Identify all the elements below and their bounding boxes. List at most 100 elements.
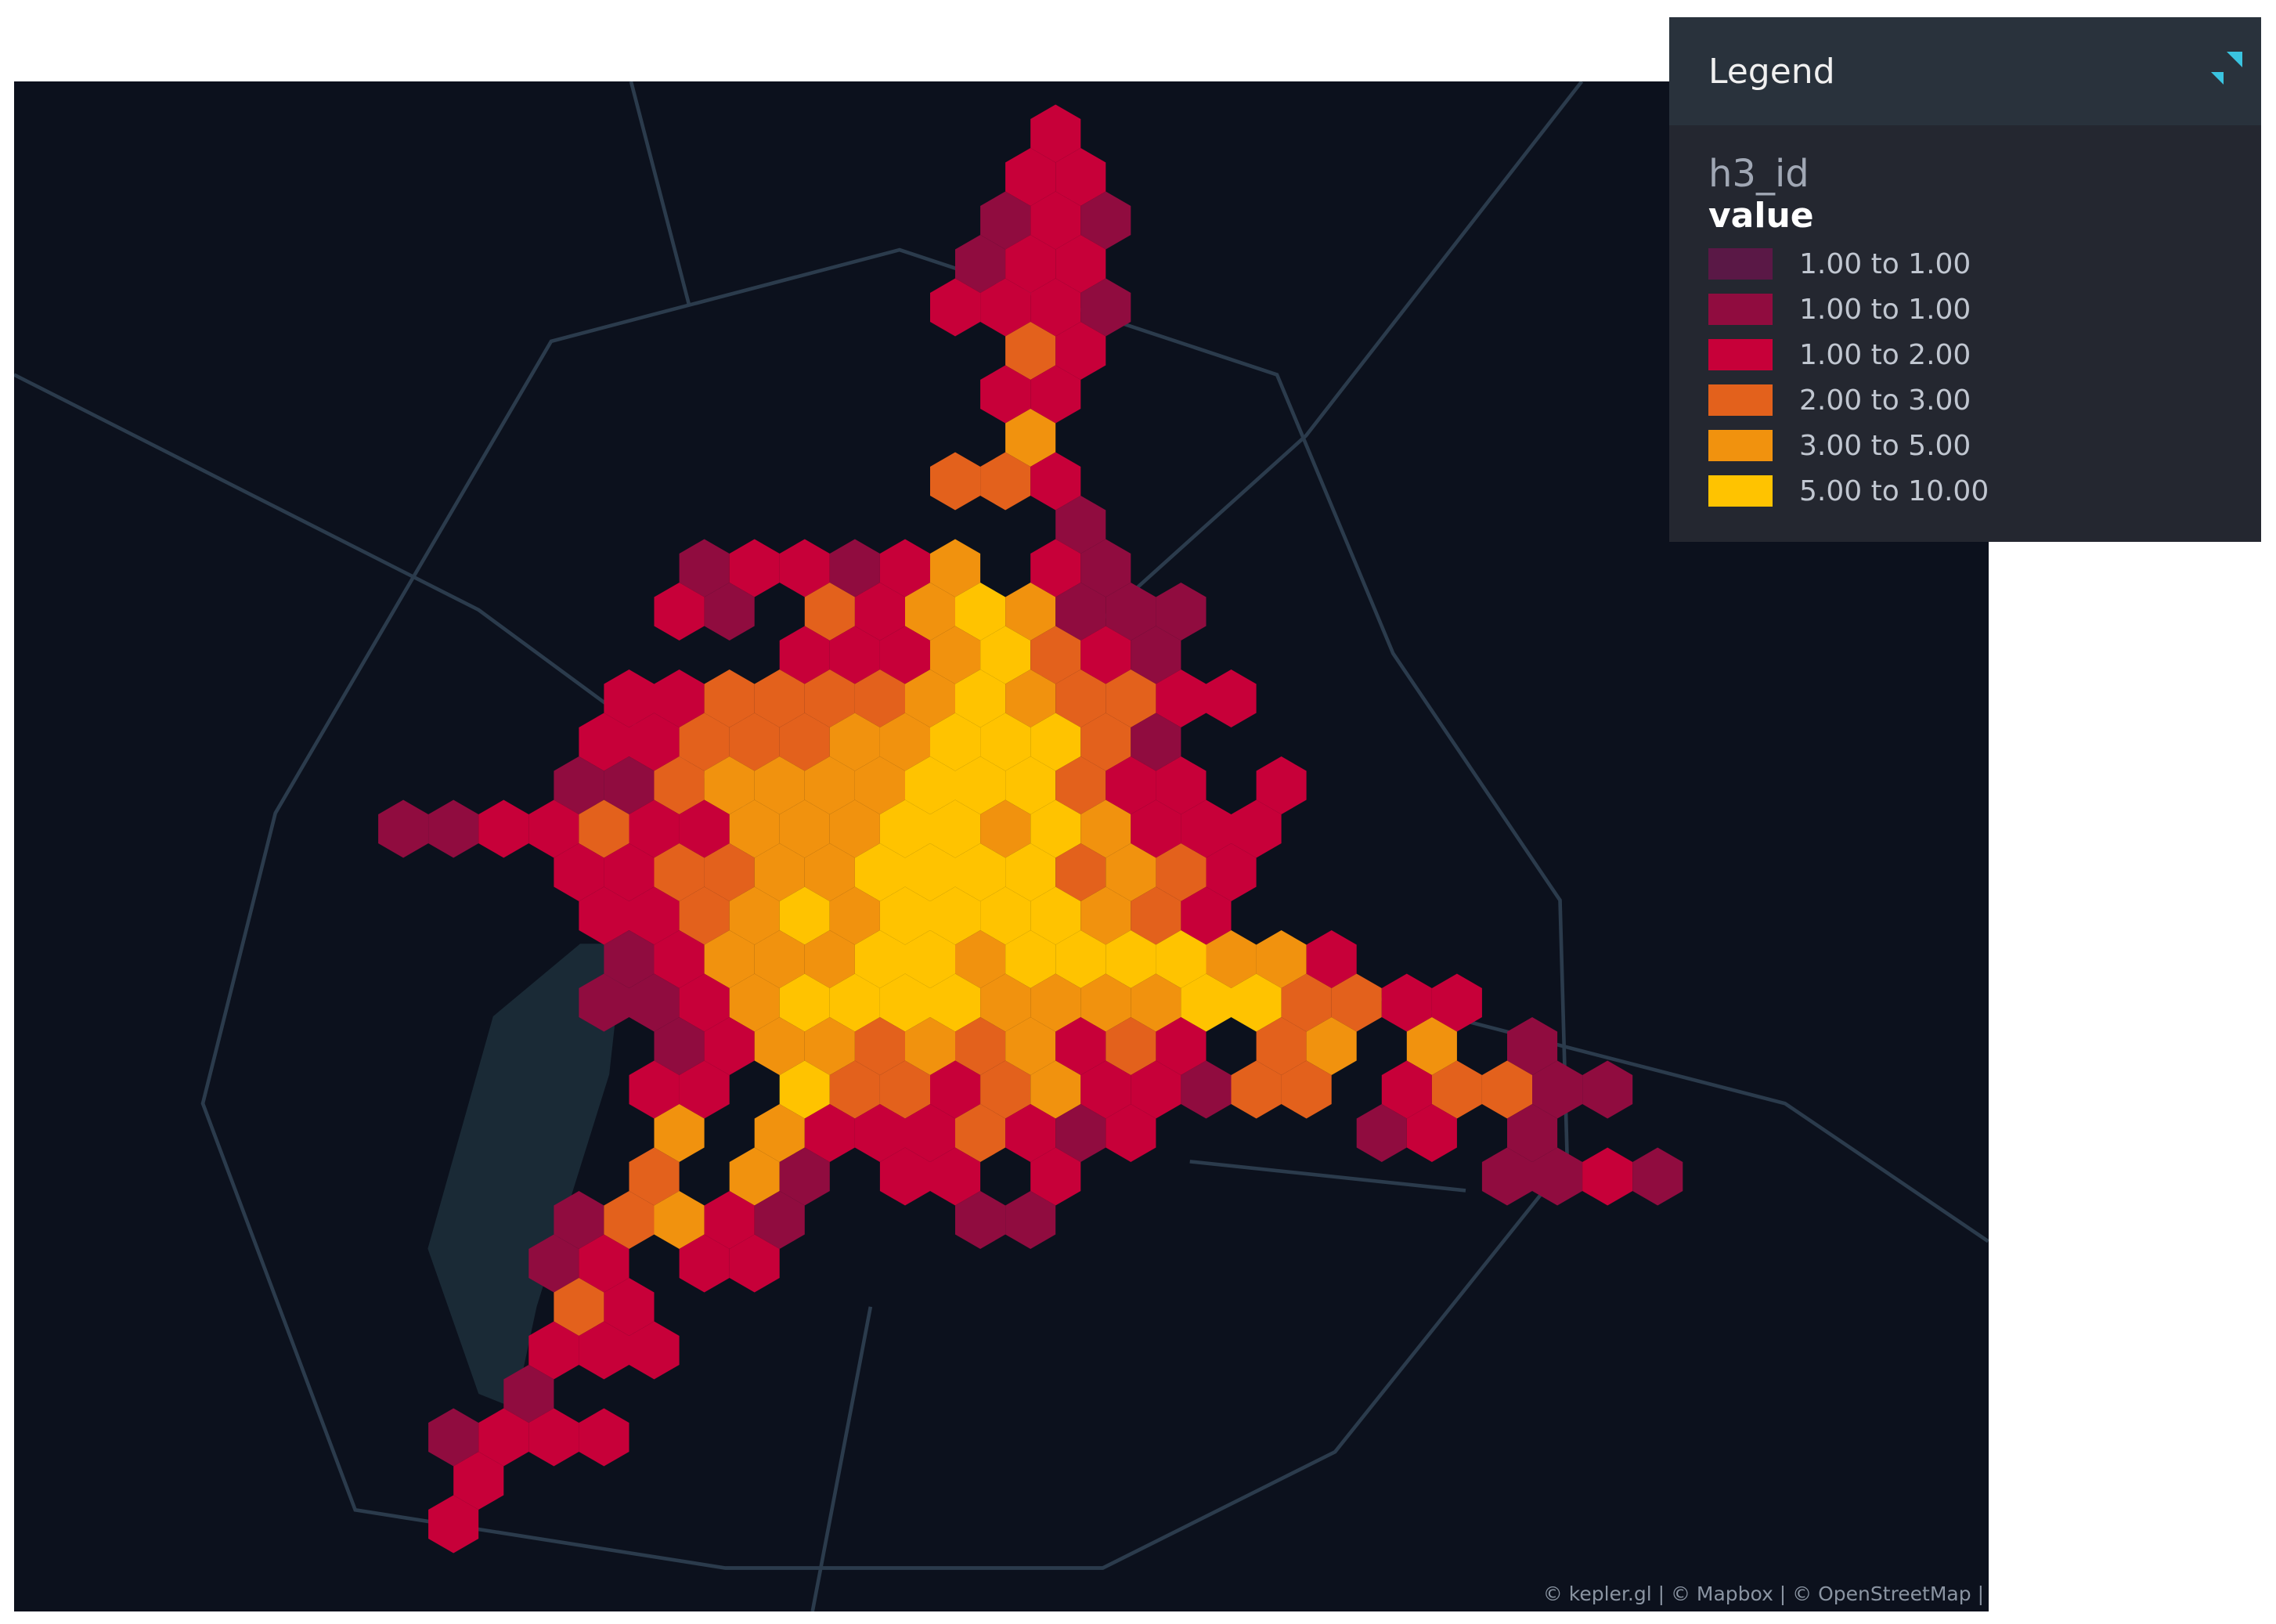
hex-cell[interactable] — [478, 1408, 529, 1467]
hex-cell[interactable] — [528, 1321, 579, 1380]
hex-cell[interactable] — [829, 539, 880, 597]
hex-cell[interactable] — [930, 1060, 981, 1119]
collapse-icon[interactable] — [2203, 49, 2250, 96]
hex-cell[interactable] — [1106, 930, 1156, 988]
hex-cell[interactable] — [1131, 973, 1181, 1032]
hex-cell[interactable] — [1181, 886, 1232, 945]
hex-cell[interactable] — [1005, 235, 1056, 293]
hex-cell[interactable] — [1507, 1017, 1558, 1075]
hex-cell[interactable] — [779, 713, 830, 771]
hex-cell[interactable] — [1030, 539, 1081, 597]
hex-cell[interactable] — [1331, 973, 1382, 1032]
hex-cell[interactable] — [1080, 278, 1131, 337]
hex-cell[interactable] — [829, 626, 880, 684]
hex-cell[interactable] — [1406, 1104, 1457, 1162]
hex-cell[interactable] — [854, 669, 905, 727]
hex-cell[interactable] — [1281, 973, 1332, 1032]
hex-cell[interactable] — [955, 583, 1006, 641]
hex-cell[interactable] — [829, 886, 880, 945]
hex-cell[interactable] — [905, 1017, 955, 1075]
hex-cell[interactable] — [629, 1147, 680, 1206]
hex-cell[interactable] — [905, 843, 955, 901]
hex-cell[interactable] — [1005, 1017, 1056, 1075]
hex-cell[interactable] — [654, 583, 705, 641]
hex-cell[interactable] — [679, 973, 730, 1032]
hex-cell[interactable] — [579, 1321, 629, 1380]
hex-cell[interactable] — [955, 669, 1006, 727]
hex-cell[interactable] — [1005, 148, 1056, 206]
hex-cell[interactable] — [704, 669, 755, 727]
hex-cell[interactable] — [930, 626, 981, 684]
hex-cell[interactable] — [1005, 669, 1056, 727]
hex-cell[interactable] — [1206, 843, 1257, 901]
hex-cell[interactable] — [930, 452, 981, 511]
hex-cell[interactable] — [1080, 799, 1131, 858]
hex-cell[interactable] — [754, 669, 805, 727]
hex-cell[interactable] — [704, 1191, 755, 1249]
hex-cell[interactable] — [604, 843, 655, 901]
hex-cell[interactable] — [1381, 973, 1432, 1032]
hex-cell[interactable] — [1080, 626, 1131, 684]
hex-cell[interactable] — [754, 1017, 805, 1075]
hex-cell[interactable] — [1131, 799, 1181, 858]
hex-cell[interactable] — [1055, 669, 1106, 727]
hex-cell[interactable] — [1106, 843, 1156, 901]
hex-cell[interactable] — [930, 278, 981, 337]
hex-cell[interactable] — [1055, 235, 1106, 293]
hex-cell[interactable] — [1431, 1060, 1482, 1119]
hex-cell[interactable] — [604, 1278, 655, 1336]
hex-cell[interactable] — [554, 1278, 604, 1336]
hex-cell[interactable] — [1080, 973, 1131, 1032]
hex-cell[interactable] — [779, 886, 830, 945]
hex-cell[interactable] — [1131, 886, 1181, 945]
hex-cell[interactable] — [1030, 278, 1081, 337]
hex-cell[interactable] — [754, 1191, 805, 1249]
hex-cell[interactable] — [1055, 148, 1106, 206]
hex-cell[interactable] — [1256, 756, 1307, 814]
hex-cell[interactable] — [1030, 365, 1081, 424]
hex-cell[interactable] — [729, 1147, 780, 1206]
hex-cell[interactable] — [428, 1408, 479, 1467]
hex-cell[interactable] — [879, 973, 930, 1032]
hex-cell[interactable] — [980, 191, 1031, 250]
hex-cell[interactable] — [1156, 930, 1207, 988]
hex-cell[interactable] — [1055, 756, 1106, 814]
hex-cell[interactable] — [1005, 322, 1056, 380]
hex-cell[interactable] — [1431, 973, 1482, 1032]
hex-cell[interactable] — [829, 1060, 880, 1119]
hex-cell[interactable] — [879, 1060, 930, 1119]
hex-cell[interactable] — [1080, 713, 1131, 771]
hex-cell[interactable] — [654, 669, 705, 727]
hex-cell[interactable] — [754, 756, 805, 814]
hex-cell[interactable] — [654, 756, 705, 814]
hex-cell[interactable] — [629, 799, 680, 858]
hex-cell[interactable] — [1055, 1017, 1106, 1075]
hex-cell[interactable] — [453, 1452, 504, 1510]
hex-cell[interactable] — [854, 583, 905, 641]
hex-cell[interactable] — [1206, 669, 1257, 727]
hex-cell[interactable] — [554, 843, 604, 901]
map[interactable]: © kepler.gl | © Mapbox | © OpenStreetMap… — [14, 81, 1989, 1611]
hex-cell[interactable] — [1005, 583, 1056, 641]
hex-cell[interactable] — [654, 1104, 705, 1162]
hex-cell[interactable] — [1080, 539, 1131, 597]
hex-cell[interactable] — [1306, 930, 1357, 988]
hex-cell[interactable] — [955, 756, 1006, 814]
hex-cell[interactable] — [1156, 669, 1207, 727]
hex-cell[interactable] — [879, 539, 930, 597]
hex-cell[interactable] — [729, 1234, 780, 1293]
hex-cell[interactable] — [905, 930, 955, 988]
hex-cell[interactable] — [704, 1017, 755, 1075]
hex-cell[interactable] — [679, 799, 730, 858]
hex-cell[interactable] — [1030, 104, 1081, 163]
hex-cell[interactable] — [428, 799, 479, 858]
hex-cell[interactable] — [955, 930, 1006, 988]
hex-cell[interactable] — [1055, 496, 1106, 554]
hex-cell[interactable] — [1106, 1017, 1156, 1075]
hex-cell[interactable] — [804, 583, 855, 641]
hex-cell[interactable] — [1256, 930, 1307, 988]
hex-cell[interactable] — [654, 930, 705, 988]
hex-cell[interactable] — [1131, 1060, 1181, 1119]
hex-cell[interactable] — [503, 1365, 554, 1423]
hex-cell[interactable] — [1030, 191, 1081, 250]
